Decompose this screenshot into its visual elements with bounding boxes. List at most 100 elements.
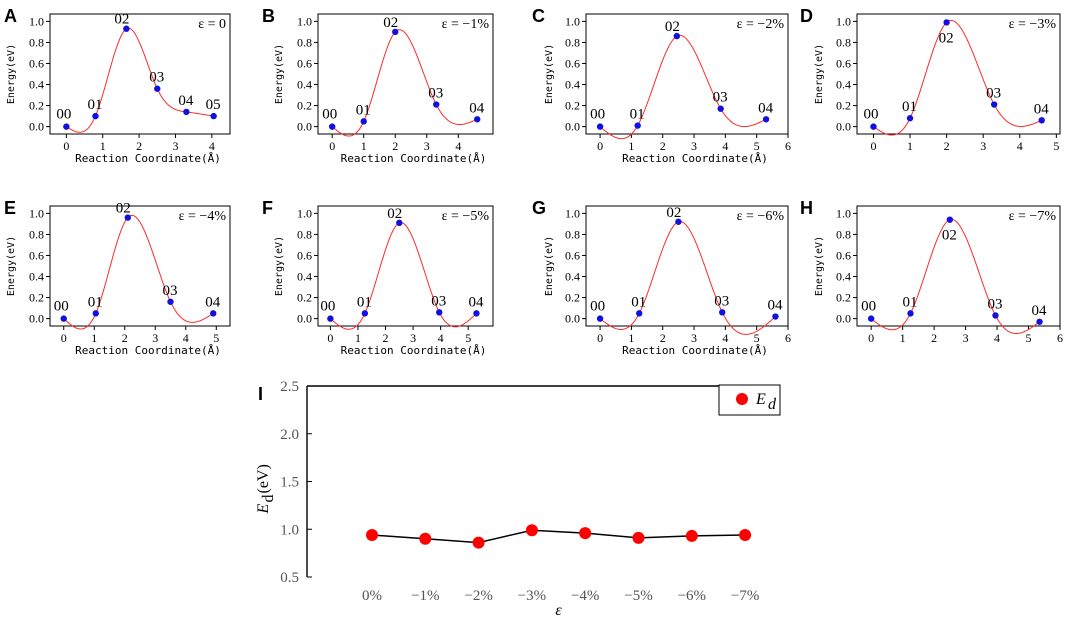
data-point bbox=[396, 219, 403, 227]
y-tick-label: 0.4 bbox=[836, 78, 851, 92]
plot-frame bbox=[856, 205, 1061, 327]
data-point bbox=[675, 218, 682, 225]
y-tick-label: 0.8 bbox=[836, 227, 851, 241]
strain-label: ε = 0 bbox=[198, 17, 226, 32]
y-tick-label: 0.6 bbox=[836, 56, 851, 70]
y-tick-label: 0.5 bbox=[280, 570, 299, 586]
y-axis-label: Energy(eV) bbox=[814, 236, 825, 296]
series-point bbox=[472, 536, 485, 549]
y-tick-label: 0.6 bbox=[297, 56, 312, 70]
y-tick-label: 0.2 bbox=[836, 291, 851, 305]
y-tick-label: 0.6 bbox=[565, 248, 580, 262]
x-tick-label: 0 bbox=[597, 139, 603, 153]
x-tick-label: 3 bbox=[152, 331, 158, 345]
series-point bbox=[739, 528, 752, 541]
y-tick-label: 0.0 bbox=[836, 312, 851, 326]
x-tick-label: 3 bbox=[424, 139, 430, 153]
strain-label: ε = −4% bbox=[179, 209, 227, 224]
data-point bbox=[92, 112, 99, 120]
x-tick-label: 4 bbox=[209, 139, 215, 153]
y-tick-label: 0.6 bbox=[29, 248, 44, 262]
y-tick-label: 1.0 bbox=[29, 14, 44, 28]
point-label: 00 bbox=[590, 299, 605, 315]
x-tick-label: 5 bbox=[213, 331, 219, 345]
strain-label: ε = −2% bbox=[737, 17, 785, 32]
data-point bbox=[906, 115, 914, 122]
data-point bbox=[717, 105, 724, 112]
data-point bbox=[92, 310, 99, 317]
x-tick-label: 1 bbox=[907, 139, 913, 153]
y-tick-label: 0.6 bbox=[565, 56, 580, 70]
y-label-unit: (eV) bbox=[255, 464, 272, 493]
plot-frame bbox=[317, 13, 494, 135]
strain-label: ε = −3% bbox=[1009, 17, 1057, 32]
point-label: 02 bbox=[116, 201, 131, 217]
x-tick-label: 5 bbox=[754, 139, 760, 153]
y-tick-label: 1.0 bbox=[565, 14, 580, 28]
data-point bbox=[361, 310, 369, 317]
plot-frame bbox=[49, 205, 231, 327]
y-tick-label: 0.6 bbox=[29, 56, 44, 70]
y-tick-label: 0.4 bbox=[836, 270, 851, 284]
legend-label: E bbox=[755, 391, 766, 408]
y-tick-label: 0.2 bbox=[565, 291, 580, 305]
y-tick-label: 0.0 bbox=[836, 120, 851, 134]
point-label: 03 bbox=[149, 70, 164, 86]
x-tick-label: 2 bbox=[660, 331, 666, 345]
x-tick-label: 4 bbox=[1017, 139, 1023, 153]
y-tick-label: 0.8 bbox=[565, 227, 580, 241]
y-tick-label: 0.8 bbox=[29, 35, 44, 49]
data-point bbox=[124, 214, 131, 221]
y-tick-label: 0.6 bbox=[836, 248, 851, 262]
point-label: 01 bbox=[357, 294, 372, 310]
x-tick-label: 0 bbox=[870, 139, 876, 153]
x-tick-label: −2% bbox=[464, 588, 492, 604]
x-tick-label: 0% bbox=[362, 588, 382, 604]
series-point bbox=[366, 528, 378, 541]
plot-frame bbox=[856, 13, 1061, 135]
x-tick-label: 4 bbox=[722, 139, 728, 153]
x-axis-label: Reaction Coordinate(Å) bbox=[341, 152, 487, 165]
point-label: 01 bbox=[88, 294, 103, 310]
series-point bbox=[525, 524, 538, 537]
point-label: 04 bbox=[469, 100, 485, 116]
x-tick-label: 5 bbox=[465, 331, 471, 345]
y-axis-label: Energy(eV) bbox=[544, 44, 555, 104]
y-tick-label: 0.4 bbox=[29, 78, 44, 92]
energy-curve bbox=[330, 221, 477, 330]
data-point bbox=[154, 85, 161, 92]
y-axis-label: Energy(eV) bbox=[6, 236, 17, 296]
data-point bbox=[474, 116, 481, 123]
point-label: 01 bbox=[902, 99, 917, 115]
x-tick-label: 0 bbox=[63, 139, 69, 153]
y-tick-label: 0.4 bbox=[565, 78, 580, 92]
data-point bbox=[634, 122, 641, 129]
panel-letter: D bbox=[800, 6, 813, 26]
y-tick-label: 0.8 bbox=[297, 227, 312, 241]
y-axis-label: Ed (eV) bbox=[255, 464, 277, 514]
data-point bbox=[63, 123, 70, 130]
panel-letter: C bbox=[532, 6, 545, 26]
data-point bbox=[392, 28, 399, 36]
x-axis-label: Reaction Coordinate(Å) bbox=[622, 344, 768, 357]
data-point bbox=[870, 123, 877, 130]
series-point bbox=[685, 529, 698, 542]
y-tick-label: 0.8 bbox=[836, 35, 851, 49]
data-point bbox=[596, 315, 604, 322]
y-axis-label: Energy(eV) bbox=[274, 236, 285, 296]
point-label: 02 bbox=[665, 19, 680, 35]
y-axis-label: Energy(eV) bbox=[544, 236, 555, 296]
point-label: 01 bbox=[356, 102, 371, 118]
point-label: 03 bbox=[428, 86, 443, 102]
series-point bbox=[579, 527, 592, 540]
x-tick-label: 3 bbox=[691, 139, 697, 153]
point-label: 04 bbox=[758, 100, 774, 116]
data-point bbox=[772, 313, 779, 320]
data-point bbox=[943, 19, 950, 26]
y-axis-label: Energy(eV) bbox=[274, 44, 285, 104]
x-tick-label: 0 bbox=[597, 331, 603, 345]
point-label: 05 bbox=[206, 97, 221, 113]
